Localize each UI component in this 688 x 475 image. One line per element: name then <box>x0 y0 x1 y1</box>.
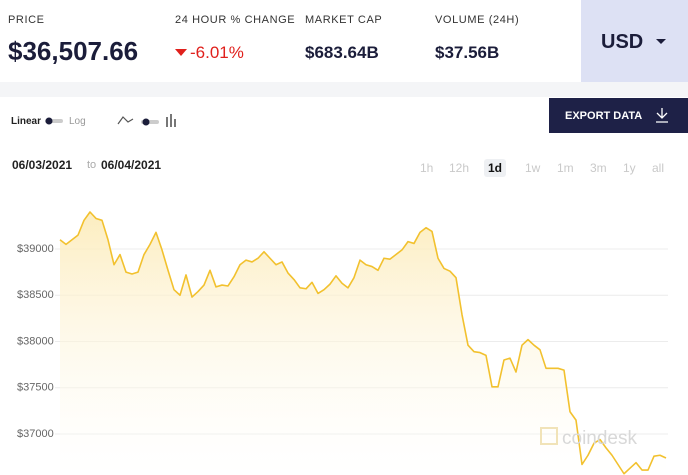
market-cap: $683.64B <box>305 43 379 62</box>
scale-linear[interactable]: Linear <box>11 116 42 127</box>
y-tick-label: $38500 <box>17 289 54 301</box>
caret <box>656 39 666 44</box>
area-fill <box>60 212 666 475</box>
date-separator: to <box>87 159 97 171</box>
range-button[interactable]: 1h <box>420 161 434 175</box>
price: $36,507.66 <box>8 36 139 66</box>
y-tick-label: $37500 <box>17 382 54 394</box>
export-label: EXPORT DATA <box>565 110 643 122</box>
y-tick-label: $38000 <box>17 335 54 347</box>
stat-label: VOLUME (24H) <box>435 14 520 26</box>
export-button[interactable]: EXPORT DATA <box>549 98 688 133</box>
change: -6.01% <box>190 43 244 62</box>
range-button[interactable]: 1d <box>484 159 507 177</box>
watermark: coindesk <box>540 427 637 450</box>
date-to[interactable]: 06/04/2021 <box>101 158 162 172</box>
range-button[interactable]: 1w <box>525 161 541 175</box>
range-button[interactable]: 1y <box>623 161 636 175</box>
toggle[interactable] <box>45 117 63 125</box>
chart-type-toggle[interactable] <box>117 112 179 130</box>
range-button[interactable]: all <box>652 161 665 175</box>
range-button[interactable]: 3m <box>590 161 607 175</box>
stat-label: MARKET CAP <box>305 14 383 26</box>
currency-select[interactable]: USD <box>581 0 688 82</box>
range-button[interactable]: 1m <box>557 161 574 175</box>
currency: USD <box>601 31 644 53</box>
y-tick-label: $37000 <box>17 428 54 440</box>
y-tick-label: $39000 <box>17 243 54 255</box>
divider <box>0 82 688 97</box>
plot-area: $37000 $37500 $38000 $38500 $39000 <box>17 211 668 475</box>
stat-label: PRICE <box>8 14 45 26</box>
down-arrow <box>175 49 187 56</box>
watermark-text: coindesk <box>562 428 637 449</box>
volume: $37.56B <box>435 43 500 62</box>
scale-log[interactable]: Log <box>69 116 86 127</box>
date-from[interactable]: 06/03/2021 <box>12 158 73 172</box>
stats-bar <box>0 0 581 82</box>
download-icon <box>656 108 668 123</box>
stat-label: 24 HOUR % CHANGE <box>175 14 296 26</box>
price-line <box>59 211 667 475</box>
range-button[interactable]: 12h <box>449 161 470 175</box>
